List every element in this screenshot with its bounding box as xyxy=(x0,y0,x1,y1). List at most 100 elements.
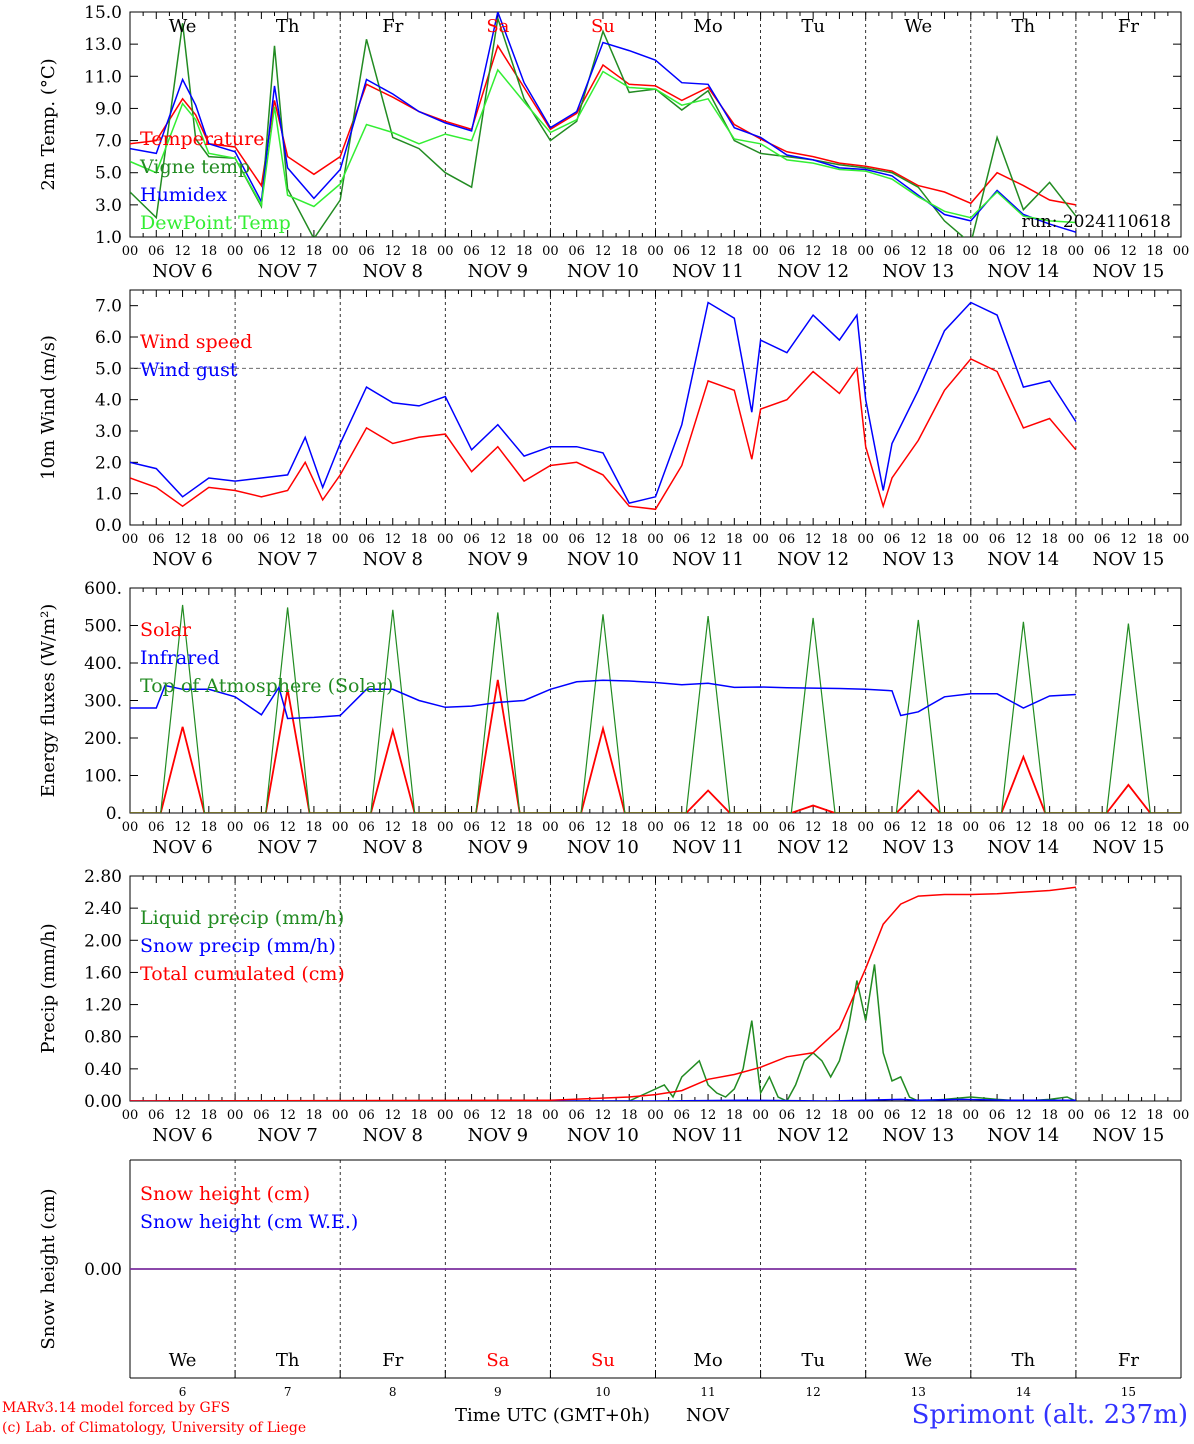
y-tick-label: 1.60 xyxy=(84,963,122,983)
x-tick-label: 18 xyxy=(306,532,323,547)
date-label: NOV 11 xyxy=(672,261,744,282)
x-tick-label: 18 xyxy=(726,244,743,259)
series-line-snow-precip-mm-h- xyxy=(130,1098,1076,1101)
x-tick-label: 18 xyxy=(936,1108,953,1123)
x-tick-label: 12 xyxy=(1015,244,1032,259)
y-tick-label: 300. xyxy=(84,692,122,712)
y-axis-label: 2m Temp. (°C) xyxy=(38,58,59,190)
x-tick-label: 12 xyxy=(490,820,507,835)
x-tick-label: 12 xyxy=(1120,820,1137,835)
x-tick-label: 00 xyxy=(122,532,139,547)
date-label: NOV 6 xyxy=(152,261,212,282)
y-tick-label: 9.0 xyxy=(95,99,122,119)
x-tick-label: 06 xyxy=(1094,820,1111,835)
x-tick-label: 00 xyxy=(647,1108,664,1123)
run-label: run: 2024110618 xyxy=(1022,212,1171,232)
y-tick-label: 0. xyxy=(106,804,122,824)
x-tick-label: 12 xyxy=(1015,1108,1032,1123)
x-tick-label: 12 xyxy=(490,244,507,259)
station-title: Sprimont (alt. 237m) xyxy=(911,1400,1188,1430)
x-tick-label: 00 xyxy=(332,820,349,835)
series-line-wind-speed xyxy=(130,357,1077,511)
x-tick-label: 12 xyxy=(805,1108,822,1123)
x-tick-label: 00 xyxy=(332,244,349,259)
x-tick-label: 06 xyxy=(989,244,1006,259)
x-tick-label: 06 xyxy=(148,1108,165,1123)
legend-entry: Top of Atmosphere (Solar) xyxy=(140,675,393,697)
snow-panel xyxy=(129,1159,1182,1379)
x-tick-label: 00 xyxy=(437,244,454,259)
day-number-label: 6 xyxy=(179,1385,187,1399)
y-tick-label: 200. xyxy=(84,729,122,749)
day-number-label: 8 xyxy=(389,1385,397,1399)
date-label: NOV 13 xyxy=(882,261,954,282)
x-tick-label: 06 xyxy=(989,820,1006,835)
x-tick-label: 06 xyxy=(148,244,165,259)
x-tick-label: 12 xyxy=(595,532,612,547)
x-tick-label: 18 xyxy=(411,532,428,547)
y-tick-label: 500. xyxy=(84,617,122,637)
x-tick-label: 00 xyxy=(857,1108,874,1123)
date-label: NOV 8 xyxy=(363,1125,423,1146)
weekday-label: Mo xyxy=(693,1350,722,1371)
x-tick-label: 12 xyxy=(384,820,401,835)
x-tick-label: 00 xyxy=(857,532,874,547)
x-tick-label: 06 xyxy=(989,532,1006,547)
x-tick-label: 18 xyxy=(726,820,743,835)
x-tick-label: 00 xyxy=(752,820,769,835)
x-tick-label: 00 xyxy=(963,532,980,547)
month-label: NOV xyxy=(686,1405,730,1426)
weekday-label: Tu xyxy=(801,16,825,37)
day-number-label: 10 xyxy=(595,1385,610,1399)
x-tick-label: 06 xyxy=(884,1108,901,1123)
x-tick-label: 12 xyxy=(279,820,296,835)
legend-entry: Total cumulated (cm) xyxy=(140,963,345,985)
y-tick-label: 5.0 xyxy=(95,359,122,379)
date-label: NOV 9 xyxy=(468,549,528,570)
day-number-label: 7 xyxy=(284,1385,292,1399)
x-tick-label: 00 xyxy=(752,532,769,547)
x-tick-label: 18 xyxy=(201,244,218,259)
x-tick-label: 18 xyxy=(936,244,953,259)
day-number-label: 13 xyxy=(911,1385,926,1399)
date-label: NOV 13 xyxy=(882,549,954,570)
date-label: NOV 12 xyxy=(777,837,849,858)
x-tick-label: 06 xyxy=(568,820,585,835)
day-number-label: 14 xyxy=(1016,1385,1032,1399)
y-tick-label: 11.0 xyxy=(84,67,122,87)
x-tick-label: 06 xyxy=(463,820,480,835)
x-tick-label: 00 xyxy=(542,244,559,259)
x-tick-label: 00 xyxy=(227,244,244,259)
x-tick-label: 12 xyxy=(384,244,401,259)
y-tick-label: 2.40 xyxy=(84,899,122,919)
x-tick-label: 18 xyxy=(201,820,218,835)
x-tick-label: 18 xyxy=(831,532,848,547)
date-label: NOV 13 xyxy=(882,1125,954,1146)
legend-entry: Infrared xyxy=(140,647,220,669)
x-tick-label: 18 xyxy=(621,244,638,259)
x-tick-label: 12 xyxy=(384,1108,401,1123)
weekday-label: Sa xyxy=(486,16,509,37)
x-tick-label: 00 xyxy=(963,820,980,835)
legend-entry: Wind speed xyxy=(140,331,252,353)
x-tick-label: 12 xyxy=(279,532,296,547)
series-line-humidex xyxy=(130,12,1077,233)
x-tick-label: 06 xyxy=(358,820,375,835)
weekday-label: We xyxy=(904,16,932,37)
x-tick-label: 18 xyxy=(1146,532,1163,547)
y-tick-label: 15.0 xyxy=(84,3,122,23)
x-tick-label: 06 xyxy=(884,820,901,835)
x-tick-label: 06 xyxy=(358,1108,375,1123)
date-label: NOV 9 xyxy=(468,1125,528,1146)
weekday-label: We xyxy=(169,1350,197,1371)
x-tick-label: 00 xyxy=(542,1108,559,1123)
date-label: NOV 13 xyxy=(882,837,954,858)
y-tick-label: 0.00 xyxy=(84,1092,122,1112)
date-label: NOV 15 xyxy=(1093,261,1165,282)
weekday-label: Th xyxy=(276,16,300,37)
x-tick-label: 00 xyxy=(122,1108,139,1123)
x-tick-label: 12 xyxy=(1120,1108,1137,1123)
x-tick-label: 00 xyxy=(437,1108,454,1123)
x-tick-label: 00 xyxy=(647,532,664,547)
x-tick-label: 00 xyxy=(1173,820,1190,835)
